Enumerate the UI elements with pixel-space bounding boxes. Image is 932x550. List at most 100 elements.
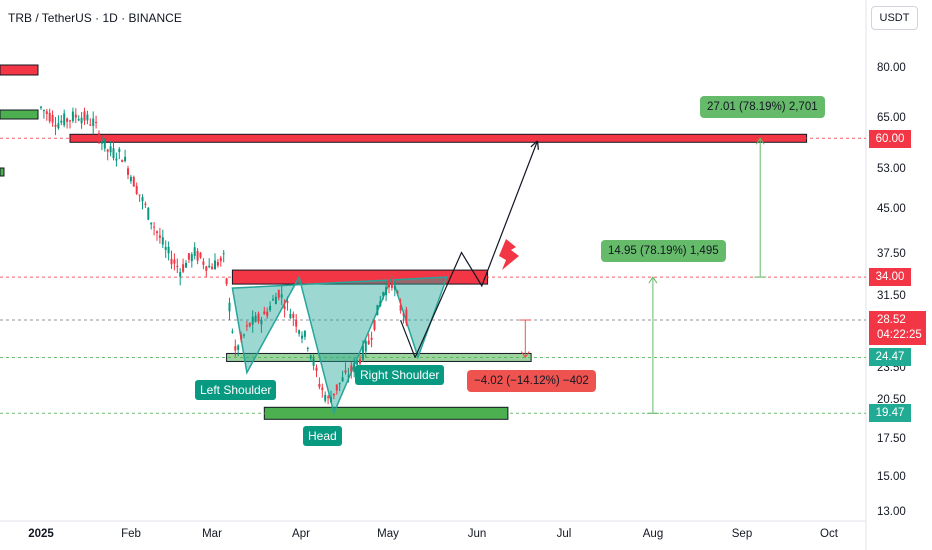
target-price-tag: 60.00 [869, 130, 911, 148]
measure-arrow-down-head [520, 351, 530, 359]
candle-body [208, 265, 211, 268]
candle-body [216, 261, 219, 266]
candle-body [306, 347, 309, 349]
candle-body [63, 113, 66, 126]
candle-body [330, 397, 332, 403]
candle-body [318, 383, 321, 388]
candle-body [156, 231, 158, 233]
candle-body [214, 260, 216, 270]
projection-path [414, 142, 537, 358]
candle-body [344, 370, 347, 373]
candle-body [356, 360, 359, 365]
candle-body [144, 203, 147, 205]
candle-body [40, 106, 42, 108]
candle-body [301, 335, 303, 339]
time-label-month: Apr [292, 528, 310, 540]
candle-body [153, 226, 156, 228]
candle-body [370, 337, 373, 340]
candle-body [396, 291, 399, 293]
candle-body [54, 124, 57, 127]
candle-body [100, 141, 103, 144]
candle-body [390, 277, 393, 288]
time-label-month: Feb [121, 528, 141, 540]
candle-body [205, 266, 208, 271]
currency-button[interactable]: USDT [871, 6, 918, 30]
candle-body [402, 313, 405, 316]
price-axis-label: 13.00 [877, 506, 906, 518]
price-axis-label: 65.00 [877, 112, 906, 124]
countdown-timer: 04:22:25 [877, 329, 922, 341]
left-edge-green-zone [0, 109, 39, 120]
candle-body [196, 251, 199, 261]
candle-body [118, 148, 121, 152]
candle-body [277, 290, 280, 298]
candle-body [361, 345, 364, 360]
time-label-month: May [377, 528, 399, 540]
candle-body [385, 287, 388, 296]
candle-body [202, 261, 205, 265]
symbol-title[interactable]: TRB / TetherUS · 1D · BINANCE [8, 11, 182, 25]
candle-body [240, 334, 243, 340]
support-price-tag: 19.47 [869, 404, 911, 422]
candle-body [272, 299, 274, 301]
candle-body [176, 265, 179, 267]
neckline-price-tag: 24.47 [869, 348, 911, 366]
price-axis-label: 80.00 [877, 62, 906, 74]
candle-body [95, 122, 98, 124]
candle-body [182, 264, 185, 272]
candle-body [379, 301, 382, 307]
candle-body [150, 222, 153, 225]
candle-body [71, 111, 74, 122]
candle-body [86, 114, 89, 121]
candle-body [185, 262, 187, 268]
candle-body [190, 254, 193, 262]
candle-body [324, 395, 327, 401]
time-label-month: Jul [556, 528, 572, 540]
candle-body [124, 156, 127, 162]
candle-body [138, 194, 141, 196]
candle-body [309, 355, 312, 359]
candle-body [135, 185, 138, 194]
candle-body [388, 277, 390, 288]
price-axis-label: 37.50 [877, 248, 906, 260]
candle-body [106, 149, 109, 152]
candle-body [141, 197, 144, 202]
candle-body [164, 246, 167, 250]
candle-body [382, 292, 385, 296]
candle-body [187, 253, 190, 260]
candle-body [222, 253, 225, 255]
candle-body [335, 384, 338, 391]
candle-body [83, 111, 86, 121]
candle-body [42, 110, 45, 112]
candle-body [60, 120, 63, 123]
candle-body [350, 365, 353, 372]
candle-body [121, 160, 124, 163]
measure-label-top: 27.01 (78.19%) 2,701 [700, 96, 825, 118]
measure-label-down: −4.02 (−14.12%) −402 [467, 370, 596, 392]
candle-body [243, 334, 245, 336]
candle-body [254, 315, 257, 322]
candle-body [359, 359, 361, 364]
candle-body [74, 114, 77, 118]
price-axis-label: 31.50 [877, 290, 906, 302]
candle-body [257, 313, 260, 322]
candle-body [51, 115, 54, 123]
price-axis-label: 17.50 [877, 433, 906, 445]
candle-body [321, 387, 324, 391]
candle-body [219, 257, 222, 262]
candle-body [109, 146, 112, 153]
candle-body [80, 117, 83, 124]
candle-body [193, 247, 196, 257]
time-label-month: Aug [642, 528, 664, 540]
candle-body [115, 158, 118, 161]
candle-body [158, 235, 161, 238]
time-label-month: Jun [467, 528, 487, 540]
candle-body [147, 207, 150, 220]
candle-body [103, 138, 106, 149]
candle-body [266, 311, 269, 317]
left-edge-red-zone [0, 64, 39, 76]
candle-body [338, 382, 341, 385]
candle-body [228, 302, 231, 312]
price-axis-label: 15.00 [877, 471, 906, 483]
